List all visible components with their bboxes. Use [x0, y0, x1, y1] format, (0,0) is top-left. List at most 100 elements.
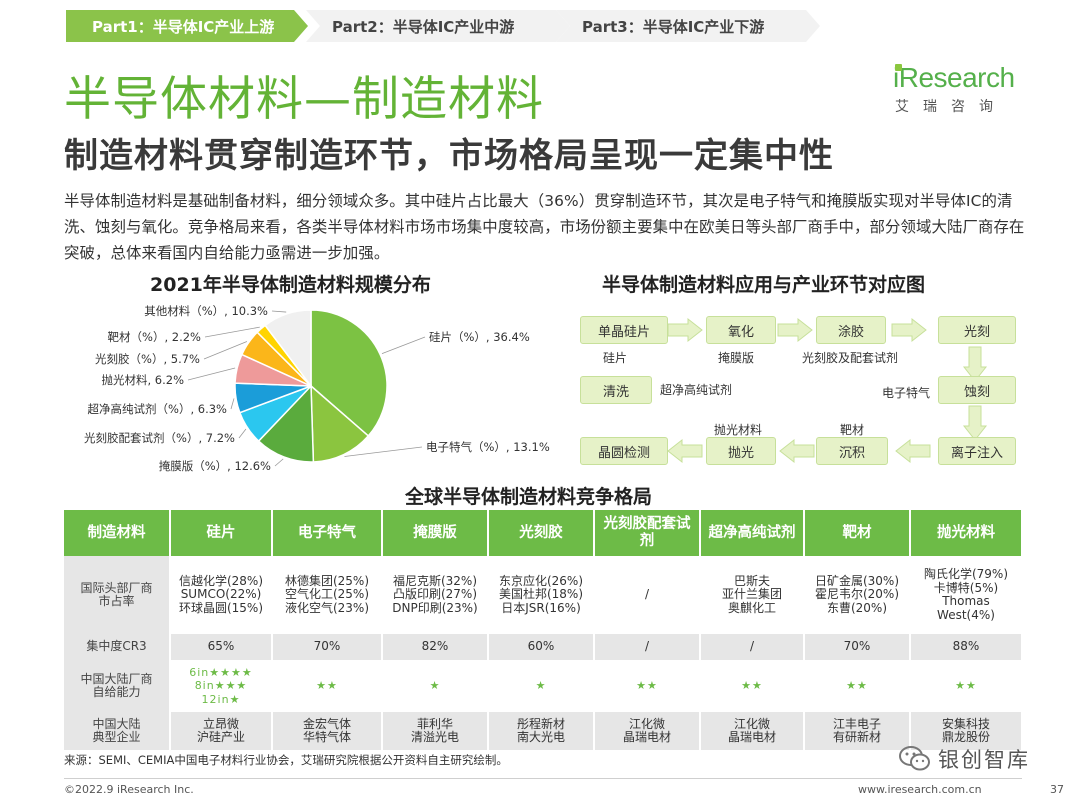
flow-note-reagent: 超净高纯试剂 — [660, 383, 733, 397]
page-number: 37 — [1050, 783, 1064, 796]
table-row: 中国大陆 典型企业 立昂微 沪硅产业 金宏气体 华特气体 菲利华 清溢光电 彤程新材 南大光电 江化… — [64, 712, 1023, 750]
table-cell: 彤程新材 南大光电 — [488, 712, 595, 750]
table-row-header: 集中度CR3 — [64, 634, 171, 660]
pie-label-5: 超净高纯试剂（%）, 6.3% — [88, 402, 228, 416]
pie-leader-4 — [238, 428, 247, 439]
table-header-cell: 超净高纯试剂 — [700, 510, 805, 556]
pie-leader-2 — [344, 446, 423, 457]
table-title: 全球半导体制造材料竞争格局 — [405, 486, 653, 508]
table-cell: 65% — [170, 634, 273, 660]
table-cell: 信越化学(28%) SUMCO(22%) 环球晶圆(15%) — [170, 556, 273, 634]
pie-leader-7 — [203, 341, 248, 360]
pie-leader-1 — [381, 336, 426, 355]
table-header-cell: 硅片 — [170, 510, 273, 556]
flow-note-polish: 抛光材料 — [714, 423, 763, 437]
pie-label-7: 光刻胶（%）, 5.7% — [95, 352, 200, 366]
pie-label-9: 其他材料（%）, 10.3% — [144, 304, 268, 318]
flow-note-gas: 电子特气 — [882, 386, 931, 400]
watermark-text: 银创智库 — [938, 748, 1030, 772]
pie-label-8: 靶材（%）, 2.2% — [108, 330, 202, 344]
flow-box-cleaning: 清洗 — [580, 376, 652, 404]
page-description: 半导体制造材料是基础制备材料，细分领域众多。其中硅片占比最大（36%）贯穿制造环… — [64, 192, 1025, 262]
pie-label-2: 电子特气（%）, 13.1% — [426, 440, 550, 454]
table-header-cell: 抛光材料 — [910, 510, 1023, 556]
flow-note-wafer: 硅片 — [603, 351, 628, 365]
pie-label-1: 硅片（%）, 36.4% — [429, 330, 530, 344]
competition-table: 制造材料 硅片 电子特气 掩膜版 光刻胶 光刻胶配套试剂 超净高纯试剂 靶材 抛光材料 国际头部… — [64, 510, 1023, 750]
table-cell: 福尼克斯(32%) 凸版印刷(27%) DNP印刷(23%) — [382, 556, 489, 634]
pie-slice-1 — [310, 309, 388, 437]
table-header-cell: 光刻胶 — [488, 510, 595, 556]
flow-box-ion-implant: 离子注入 — [938, 437, 1016, 465]
table-header-cell: 光刻胶配套试剂 — [594, 510, 701, 556]
table-cell: 江化微 晶瑞电材 — [594, 712, 701, 750]
nav-part1-label: Part1：半导体IC产业上游 — [92, 17, 275, 36]
nav-part3[interactable]: Part3：半导体IC产业下游 — [556, 10, 820, 42]
table-header-cell: 电子特气 — [272, 510, 383, 556]
pie-slice-3 — [257, 384, 315, 463]
pie-label-4: 光刻胶配套试剂（%）, 7.2% — [84, 431, 235, 445]
nav-part2[interactable]: Part2：半导体IC产业中游 — [306, 10, 570, 42]
flow-arrow-8 — [667, 439, 703, 463]
wechat-icon — [899, 746, 930, 771]
pie-slice-9 — [264, 309, 312, 389]
pie-leader-9 — [271, 310, 287, 313]
table-header-cell: 制造材料 — [64, 510, 171, 556]
table-cell: ★★ — [910, 660, 1023, 712]
pie-leader-5 — [230, 398, 235, 410]
flow-box-deposition: 沉积 — [816, 437, 888, 465]
table-cell: 70% — [804, 634, 911, 660]
copyright: ©2022.9 iResearch Inc. — [64, 783, 194, 796]
table-cell: 日矿金属(30%) 霍尼韦尔(20%) 东曹(20%) — [804, 556, 911, 634]
flow-box-coating: 涂胶 — [816, 316, 886, 344]
table-cell: 菲利华 清溢光电 — [382, 712, 489, 750]
table-header-cell: 靶材 — [804, 510, 911, 556]
footer-divider — [64, 778, 1022, 779]
nav-part1[interactable]: Part1：半导体IC产业上游 — [66, 10, 308, 42]
part-navigation: Part1：半导体IC产业上游 Part2：半导体IC产业中游 Part3：半导… — [66, 10, 826, 42]
page-subtitle: 制造材料贯穿制造环节，市场格局呈现一定集中性 — [64, 136, 834, 176]
table-cell: / — [700, 634, 805, 660]
table-cell: / — [594, 634, 701, 660]
nav-part2-label: Part2：半导体IC产业中游 — [332, 17, 515, 36]
pie-slice-2 — [310, 384, 370, 463]
flow-note-target: 靶材 — [840, 423, 865, 437]
table-row: 国际头部厂商 市占率 信越化学(28%) SUMCO(22%) 环球晶圆(15%) 林德集… — [64, 556, 1023, 634]
table-row: 集中度CR3 65% 70% 82% 60% //70% 88% — [64, 634, 1023, 660]
page-title: 半导体材料—制造材料 — [64, 72, 544, 127]
flow-box-etching: 蚀刻 — [938, 376, 1016, 404]
table-header-cell: 掩膜版 — [382, 510, 489, 556]
pie-title: 2021年半导体制造材料规模分布 — [150, 274, 431, 296]
iresearch-logo: iResearch 艾瑞咨询 — [893, 62, 1023, 122]
table-cell: / — [594, 556, 701, 634]
flow-note-photoresist: 光刻胶及配套试剂 — [802, 351, 899, 365]
table-cell: 60% — [488, 634, 595, 660]
pie-chart: 硅片（%）, 36.4% 电子特气（%）, 13.1% 掩膜版（%）, 12.6% 光… — [84, 304, 550, 473]
flow-box-inspection: 晶圆检测 — [580, 437, 668, 465]
flow-note-mask: 掩膜版 — [718, 351, 755, 365]
flow-arrow-2 — [777, 318, 813, 342]
pie-leader-8 — [204, 326, 260, 338]
flow-box-polishing: 抛光 — [706, 437, 776, 465]
logo-subtitle: 艾瑞咨询 — [895, 99, 1007, 115]
watermark: 银创智库 — [898, 744, 1030, 774]
site-url[interactable]: www.iresearch.com.cn — [858, 783, 982, 796]
source-note: 来源：SEMI、CEMIA中国电子材料行业协会，艾瑞研究院根据公开资料自主研究绘… — [64, 753, 508, 767]
pie-label-6: 抛光材料, 6.2% — [101, 373, 184, 387]
table-cell: 巴斯夫 亚什兰集团 奥麒化工 — [700, 556, 805, 634]
nav-part3-label: Part3：半导体IC产业下游 — [582, 17, 765, 36]
flow-arrow-7 — [779, 439, 815, 463]
table-row-header: 中国大陆厂商 自给能力 — [64, 660, 171, 712]
table-cell: ★★ — [594, 660, 701, 712]
table-cell: 林德集团(25%) 空气化工(25%) 液化空气(23%) — [272, 556, 383, 634]
flow-box-lithography: 光刻 — [938, 316, 1016, 344]
logo-word: iResearch — [893, 62, 1015, 93]
table-cell: 82% — [382, 634, 489, 660]
table-cell: 6in★★★★ 8in★★★ 12in★ — [170, 660, 273, 712]
table-cell: ★ — [488, 660, 595, 712]
table-cell: ★★ — [700, 660, 805, 712]
table-cell: 江丰电子 有研新材 — [804, 712, 911, 750]
table-header-row: 制造材料 硅片 电子特气 掩膜版 光刻胶 光刻胶配套试剂 超净高纯试剂 靶材 抛光材料 — [64, 510, 1023, 556]
flow-title: 半导体制造材料应用与产业环节对应图 — [602, 274, 926, 296]
table-cell: 88% — [910, 634, 1023, 660]
